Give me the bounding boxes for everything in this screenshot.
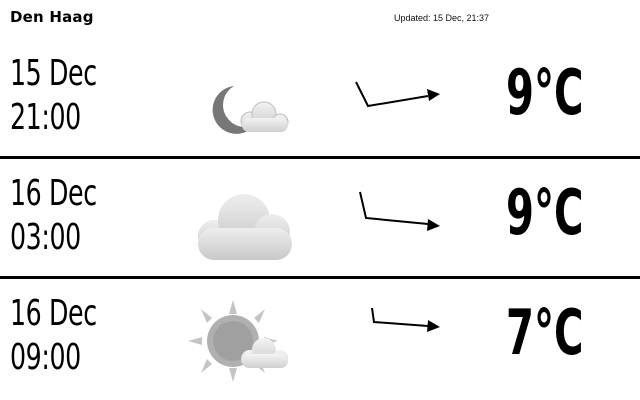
temperature: 7°C bbox=[506, 296, 584, 369]
forecast-time: 21:00 bbox=[10, 97, 81, 138]
forecast-date: 15 Dec bbox=[10, 53, 97, 94]
forecast-row: 16 Dec 03:00 9°C bbox=[0, 160, 640, 278]
temperature: 9°C bbox=[506, 56, 584, 129]
forecast-time: 03:00 bbox=[10, 217, 81, 258]
forecast-row: 15 Dec 21:00 9°C bbox=[0, 40, 640, 158]
row-divider bbox=[0, 276, 640, 279]
forecast-date: 16 Dec bbox=[10, 293, 97, 334]
moon-cloud-icon bbox=[186, 56, 296, 146]
row-divider bbox=[0, 156, 640, 159]
forecast-date: 16 Dec bbox=[10, 173, 97, 214]
sun-cloud-icon bbox=[186, 296, 296, 386]
wind-direction-arrow-icon bbox=[348, 304, 448, 364]
city-name: Den Haag bbox=[10, 8, 94, 26]
cloud-icon bbox=[186, 176, 296, 266]
forecast-row: 16 Dec 09:00 bbox=[0, 280, 640, 398]
header: Den Haag Updated: 15 Dec, 21:37 bbox=[0, 0, 640, 36]
wind-direction-arrow-icon bbox=[348, 64, 448, 124]
updated-timestamp: Updated: 15 Dec, 21:37 bbox=[394, 13, 490, 23]
forecast-time: 09:00 bbox=[10, 337, 81, 378]
wind-direction-arrow-icon bbox=[348, 184, 448, 244]
temperature: 9°C bbox=[506, 176, 584, 249]
